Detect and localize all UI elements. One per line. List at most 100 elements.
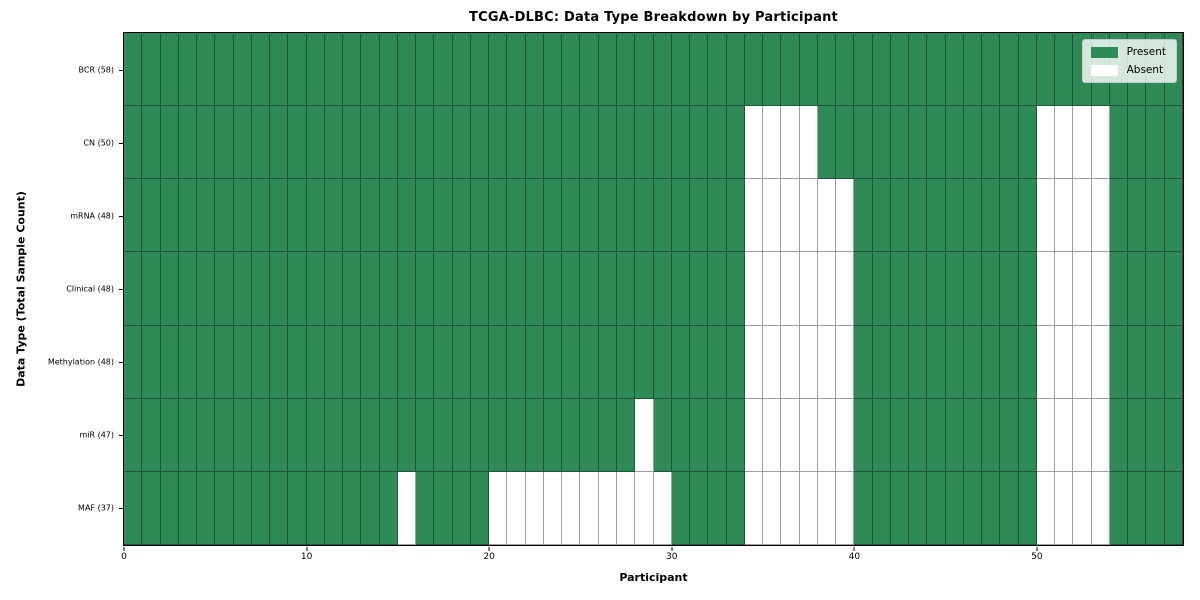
heatmap-cell-Methylation-47 [982,325,1001,399]
heatmap-cell-mRNA-10 [306,179,325,253]
heatmap-cell-CN-2 [160,106,179,180]
legend-label: Present [1126,46,1166,58]
heatmap-cell-mRNA-7 [251,179,271,253]
heatmap-cell-BCR-41 [872,33,891,107]
heatmap-cell-Clinical-53 [1091,252,1110,326]
heatmap-cell-MAF-44 [927,471,946,545]
heatmap-cell-miR-41 [872,398,891,472]
heatmap-cell-miR-28 [635,398,654,472]
heatmap-cell-miR-5 [215,398,234,472]
heatmap-cell-CN-34 [744,106,764,180]
heatmap-cell-BCR-44 [927,33,946,107]
heatmap-plot: Present Absent [123,32,1184,546]
y-tick-label-Methylation: Methylation (48) [47,357,114,367]
heatmap-cell-miR-15 [397,398,417,472]
heatmap-cell-BCR-37 [799,33,818,107]
heatmap-cell-miR-31 [690,398,709,472]
x-tick-label: 10 [300,552,313,562]
heatmap-cell-miR-23 [543,398,563,472]
heatmap-cell-CN-24 [562,106,581,180]
heatmap-cell-CN-49 [1018,106,1037,180]
heatmap-cell-Clinical-14 [379,252,398,326]
heatmap-cell-miR-33 [726,398,745,472]
heatmap-cell-Clinical-47 [982,252,1001,326]
heatmap-cell-CN-25 [580,106,599,180]
heatmap-cell-Clinical-26 [598,252,617,326]
heatmap-cell-BCR-43 [909,33,928,107]
heatmap-cell-BCR-10 [306,33,325,107]
heatmap-cell-Clinical-38 [817,252,837,326]
heatmap-cell-miR-30 [671,398,691,472]
heatmap-cell-mRNA-44 [927,179,946,253]
heatmap-cell-Clinical-5 [215,252,234,326]
heatmap-cell-CN-14 [379,106,398,180]
x-tick-label: 30 [666,552,678,562]
heatmap-cell-Clinical-28 [635,252,654,326]
heatmap-cell-miR-46 [963,398,983,472]
heatmap-cell-Methylation-30 [671,325,691,399]
heatmap-cell-BCR-32 [708,33,727,107]
heatmap-cell-BCR-22 [525,33,544,107]
x-tick-mark [488,547,490,551]
heatmap-cell-MAF-27 [616,471,636,545]
heatmap-cell-Methylation-39 [836,325,855,399]
heatmap-cell-MAF-15 [397,471,417,545]
heatmap-cell-Clinical-0 [124,252,143,326]
heatmap-cell-Clinical-57 [1164,252,1183,326]
heatmap-cell-MAF-24 [562,471,581,545]
heatmap-cell-mRNA-9 [288,179,307,253]
heatmap-cell-mRNA-42 [890,179,910,253]
heatmap-cell-Methylation-1 [142,325,161,399]
heatmap-cell-mRNA-38 [817,179,837,253]
heatmap-cell-Clinical-31 [690,252,709,326]
heatmap-cell-MAF-16 [416,471,435,545]
heatmap-cell-Methylation-20 [489,325,508,399]
heatmap-cell-Methylation-52 [1073,325,1092,399]
heatmap-cell-miR-44 [927,398,946,472]
heatmap-cell-MAF-11 [324,471,344,545]
heatmap-cell-mRNA-21 [507,179,526,253]
heatmap-cell-CN-19 [470,106,490,180]
heatmap-cell-Methylation-41 [872,325,891,399]
heatmap-cell-Clinical-11 [324,252,344,326]
heatmap-cell-Methylation-24 [562,325,581,399]
heatmap-cell-MAF-41 [872,471,891,545]
heatmap-cell-miR-19 [470,398,490,472]
heatmap-cell-Clinical-4 [197,252,216,326]
y-tick-label-Clinical: Clinical (48) [66,284,114,294]
heatmap-cell-BCR-51 [1055,33,1074,107]
heatmap-cell-CN-45 [945,106,964,180]
heatmap-cell-Methylation-26 [598,325,617,399]
heatmap-cell-Clinical-3 [178,252,198,326]
heatmap-cell-BCR-8 [270,33,289,107]
heatmap-cell-mRNA-34 [744,179,764,253]
heatmap-cell-Methylation-56 [1146,325,1165,399]
heatmap-cell-Clinical-25 [580,252,599,326]
heatmap-cell-BCR-48 [1000,33,1019,107]
heatmap-cell-Clinical-52 [1073,252,1092,326]
heatmap-cell-miR-51 [1055,398,1074,472]
heatmap-cell-MAF-52 [1073,471,1092,545]
heatmap-cell-Clinical-29 [653,252,672,326]
heatmap-cell-CN-36 [781,106,800,180]
heatmap-cell-CN-1 [142,106,161,180]
heatmap-cell-MAF-53 [1091,471,1110,545]
x-tick-label: 40 [848,552,861,562]
heatmap-cell-Methylation-28 [635,325,654,399]
heatmap-cell-Methylation-46 [963,325,983,399]
heatmap-cell-MAF-14 [379,471,398,545]
heatmap-cell-BCR-29 [653,33,672,107]
heatmap-cell-CN-32 [708,106,727,180]
heatmap-cell-miR-47 [982,398,1001,472]
heatmap-cell-miR-0 [124,398,143,472]
heatmap-cell-mRNA-13 [361,179,380,253]
heatmap-cell-Clinical-55 [1128,252,1147,326]
heatmap-cell-MAF-20 [489,471,508,545]
heatmap-cell-MAF-32 [708,471,727,545]
heatmap-cell-MAF-49 [1018,471,1037,545]
heatmap-cell-Methylation-27 [616,325,636,399]
heatmap-cell-Clinical-18 [452,252,471,326]
heatmap-cell-Methylation-16 [416,325,435,399]
heatmap-cell-Methylation-42 [890,325,910,399]
